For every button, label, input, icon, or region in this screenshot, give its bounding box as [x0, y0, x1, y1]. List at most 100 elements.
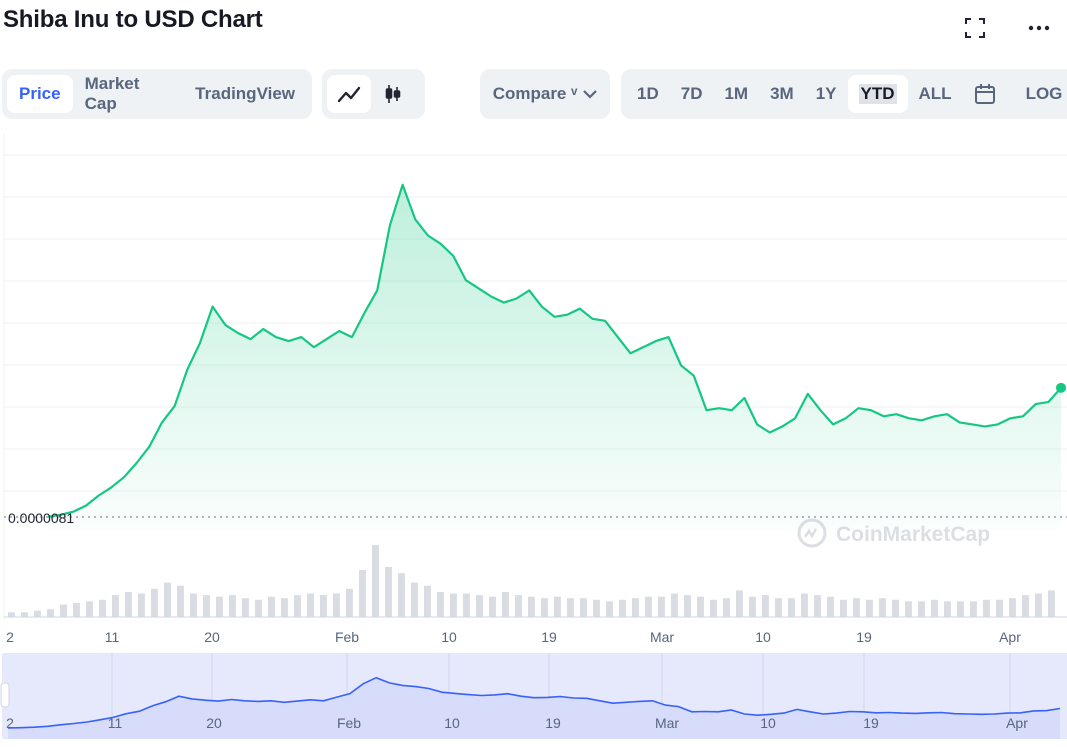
volume-bar — [684, 595, 691, 617]
volume-bar — [593, 599, 600, 617]
price-chart-svg: 0.0000081 CoinMarketCap 2 11 20 Feb 10 19 Mar 1… — [0, 134, 1067, 739]
volume-bars — [4, 545, 1067, 618]
navigator-handle-left[interactable] — [0, 682, 10, 708]
chevron-down-icon — [583, 90, 598, 99]
navigator-tick-label: 11 — [108, 715, 123, 731]
view-tabs: Price Market Cap TradingView — [2, 69, 312, 119]
volume-bar — [1035, 593, 1042, 617]
range-all[interactable]: ALL — [918, 84, 952, 103]
navigator-tick-label: 10 — [760, 715, 776, 731]
navigator-tick-label: Mar — [655, 715, 679, 731]
baseline-label: 0.0000081 — [8, 510, 74, 526]
volume-bar — [398, 573, 405, 617]
volume-bar — [138, 593, 145, 617]
volume-bar — [775, 598, 782, 617]
tab-price[interactable]: Price — [7, 75, 73, 113]
volume-bar — [203, 595, 210, 617]
volume-bar — [268, 596, 275, 617]
log-scale-button[interactable]: LOG — [1025, 84, 1063, 103]
range-ytd[interactable]: YTD — [847, 75, 908, 113]
compare-dropdown[interactable]: Compare ᵛ — [480, 69, 610, 119]
range-1m[interactable]: 1M — [724, 84, 749, 103]
calendar-button[interactable] — [963, 75, 1007, 113]
navigator-tick-label: 10 — [444, 715, 460, 731]
x-tick-label: 11 — [105, 629, 120, 645]
compare-label: Compare ᵛ — [492, 84, 578, 103]
volume-bar — [99, 599, 106, 617]
watermark-text: CoinMarketCap — [836, 523, 990, 546]
volume-bar — [359, 570, 366, 617]
volume-bar — [892, 599, 899, 617]
volume-bar — [580, 598, 587, 617]
volume-bar — [918, 601, 925, 617]
x-tick-label: 10 — [441, 629, 457, 645]
range-7d[interactable]: 7D — [680, 84, 703, 103]
volume-bar — [528, 596, 535, 617]
volume-bar — [385, 566, 392, 617]
chart-type-toggle — [322, 69, 425, 119]
volume-bar — [320, 595, 327, 617]
tab-market-cap[interactable]: Market Cap — [84, 74, 140, 113]
x-tick-label: 2 — [6, 629, 14, 645]
coinmarketcap-watermark: CoinMarketCap — [797, 518, 990, 548]
volume-bar — [346, 588, 353, 617]
volume-bar — [60, 604, 67, 617]
volume-bar — [242, 598, 249, 617]
page-title: Shiba Inu to USD Chart — [3, 6, 263, 33]
range-1y[interactable]: 1Y — [815, 84, 837, 103]
candlestick-button[interactable] — [371, 75, 415, 113]
volume-bar — [853, 598, 860, 617]
volume-bar — [372, 545, 379, 617]
volume-bar — [34, 610, 41, 617]
volume-bar — [827, 596, 834, 617]
volume-bar — [801, 593, 808, 617]
volume-bar — [450, 593, 457, 617]
volume-bar — [840, 599, 847, 617]
volume-bar — [190, 593, 197, 617]
volume-bar — [502, 592, 509, 617]
price-line — [47, 183, 1062, 518]
x-tick-label: Feb — [335, 629, 359, 645]
volume-bar — [931, 599, 938, 617]
last-price-dot[interactable] — [1056, 382, 1066, 393]
navigator-tick-label: 20 — [206, 715, 222, 731]
volume-bar — [788, 598, 795, 617]
volume-bar — [216, 596, 223, 617]
navigator-tick-label: Apr — [1006, 715, 1028, 731]
range-navigator[interactable]: 2 11 20 Feb 10 19 Mar 10 19 Apr — [0, 653, 1067, 739]
volume-bar — [333, 593, 340, 617]
volume-bar — [177, 585, 184, 617]
volume-bar — [294, 595, 301, 617]
volume-bar — [1048, 590, 1055, 617]
volume-bar — [255, 599, 262, 617]
volume-bar — [866, 599, 873, 617]
navigator-tick-label: 19 — [545, 715, 561, 731]
line-chart-button[interactable] — [327, 75, 371, 113]
volume-bar — [125, 592, 132, 617]
candlestick-icon — [385, 85, 401, 103]
volume-bar — [736, 590, 743, 617]
range-3m[interactable]: 3M — [770, 84, 794, 103]
tab-tradingview[interactable]: TradingView — [195, 84, 295, 103]
volume-bar — [437, 592, 444, 617]
volume-bar — [281, 598, 288, 617]
line-chart-icon — [337, 86, 361, 103]
volume-bar — [112, 595, 119, 617]
fullscreen-icon[interactable] — [961, 14, 989, 42]
price-chart[interactable]: 0.0000081 CoinMarketCap 2 11 20 Feb 10 19 Mar 1… — [0, 130, 1067, 742]
volume-bar — [541, 598, 548, 617]
more-horizontal-icon[interactable] — [1025, 14, 1053, 42]
volume-bar — [86, 601, 93, 617]
volume-bar — [476, 595, 483, 617]
volume-bar — [879, 598, 886, 617]
x-tick-label: 10 — [755, 629, 771, 645]
volume-bar — [606, 601, 613, 617]
range-1d[interactable]: 1D — [637, 84, 659, 103]
x-tick-label: 19 — [541, 629, 557, 645]
volume-bar — [21, 612, 28, 617]
chart-actions — [961, 14, 1053, 42]
navigator-area — [8, 677, 1060, 739]
volume-bar — [8, 612, 15, 617]
volume-bar — [73, 602, 80, 617]
volume-bar — [567, 598, 574, 617]
